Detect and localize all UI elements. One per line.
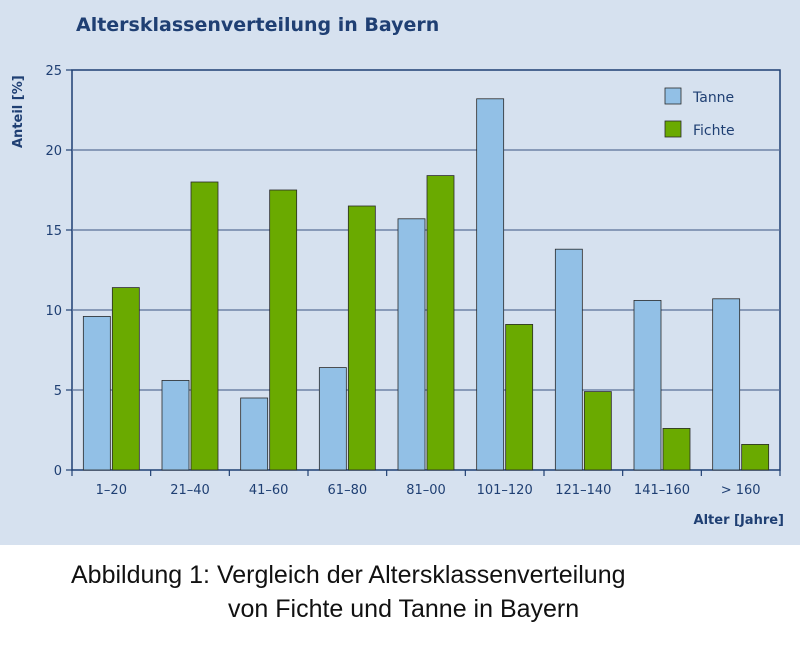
plot-area [71, 69, 781, 471]
legend-label-tanne: Tanne [692, 90, 734, 106]
x-tick-label-2: 41–60 [249, 483, 289, 498]
x-tick-label-0: 1–20 [96, 483, 127, 498]
y-tick-label-25: 25 [45, 64, 62, 79]
bar-tanne-1 [161, 379, 190, 471]
legend: Tanne Fichte [664, 87, 735, 139]
x-tick-label-6: 121–140 [555, 483, 611, 498]
legend-swatch-fichte [664, 120, 682, 138]
bar-fichte-0 [111, 287, 140, 471]
x-tick-label-1: 21–40 [170, 483, 210, 498]
bar-fichte-7 [662, 427, 691, 471]
x-tick-label-7: 141–160 [634, 483, 690, 498]
bar-fichte-4 [426, 175, 455, 471]
bar-fichte-6 [583, 391, 612, 471]
bar-tanne-7 [633, 299, 662, 471]
y-tick-label-5: 5 [54, 384, 62, 399]
x-tick-label-8: > 160 [721, 483, 761, 498]
bar-chart: 0 5 10 15 20 25 1–20 21–40 41–60 61–80 81–00 101–12… [11, 64, 784, 528]
bar-tanne-4 [397, 218, 426, 471]
grid-lines [72, 149, 780, 391]
bar-tanne-0 [82, 315, 111, 471]
figure-caption: Abbildung 1: Vergleich der Altersklassen… [0, 558, 800, 626]
axes: 0 5 10 15 20 25 1–20 21–40 41–60 61–80 81–00 101–12… [45, 64, 781, 498]
caption-line-2: von Fichte und Tanne in Bayern [228, 595, 580, 623]
chart-title: Altersklassenverteilung in Bayern [76, 14, 440, 36]
y-tick-label-10: 10 [45, 304, 62, 319]
y-tick-label-15: 15 [45, 224, 62, 239]
bar-tanne-6 [554, 248, 583, 471]
bar-fichte-8 [741, 443, 770, 471]
x-axis-label: Alter [Jahre] [694, 513, 784, 528]
y-tick-label-0: 0 [54, 464, 62, 479]
legend-label-fichte: Fichte [693, 123, 735, 139]
bars [82, 98, 770, 471]
y-axis-label: Anteil [%] [11, 75, 26, 148]
y-tick-label-20: 20 [45, 144, 62, 159]
bar-tanne-8 [712, 298, 741, 471]
caption-line-1: Abbildung 1: Vergleich der Altersklassen… [71, 561, 626, 589]
bar-fichte-3 [347, 205, 376, 471]
bar-fichte-5 [505, 323, 534, 471]
legend-swatch-tanne [664, 87, 682, 105]
x-tick-label-3: 61–80 [328, 483, 368, 498]
bar-fichte-1 [190, 181, 219, 471]
bar-fichte-2 [269, 189, 298, 471]
bar-tanne-5 [476, 98, 505, 471]
x-tick-label-5: 101–120 [477, 483, 533, 498]
chart-figure: Altersklassenverteilung in Bayern 0 5 10 15… [0, 0, 800, 545]
bar-tanne-2 [240, 397, 269, 471]
x-tick-label-4: 81–00 [406, 483, 446, 498]
bar-tanne-3 [318, 367, 347, 471]
